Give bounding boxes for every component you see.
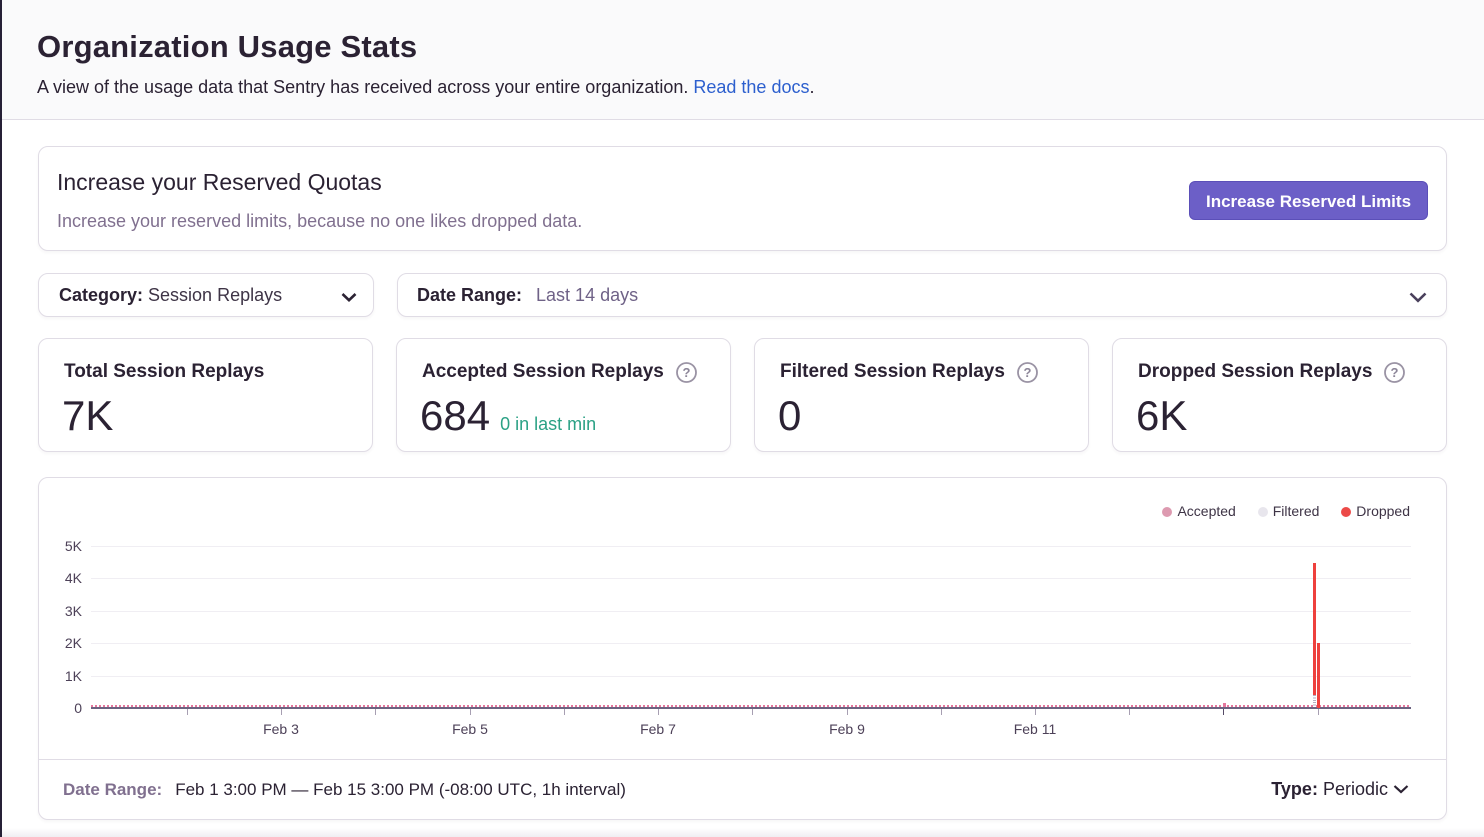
svg-text:?: ? [682,365,690,380]
svg-text:?: ? [1391,365,1399,380]
svg-text:?: ? [1023,365,1031,380]
